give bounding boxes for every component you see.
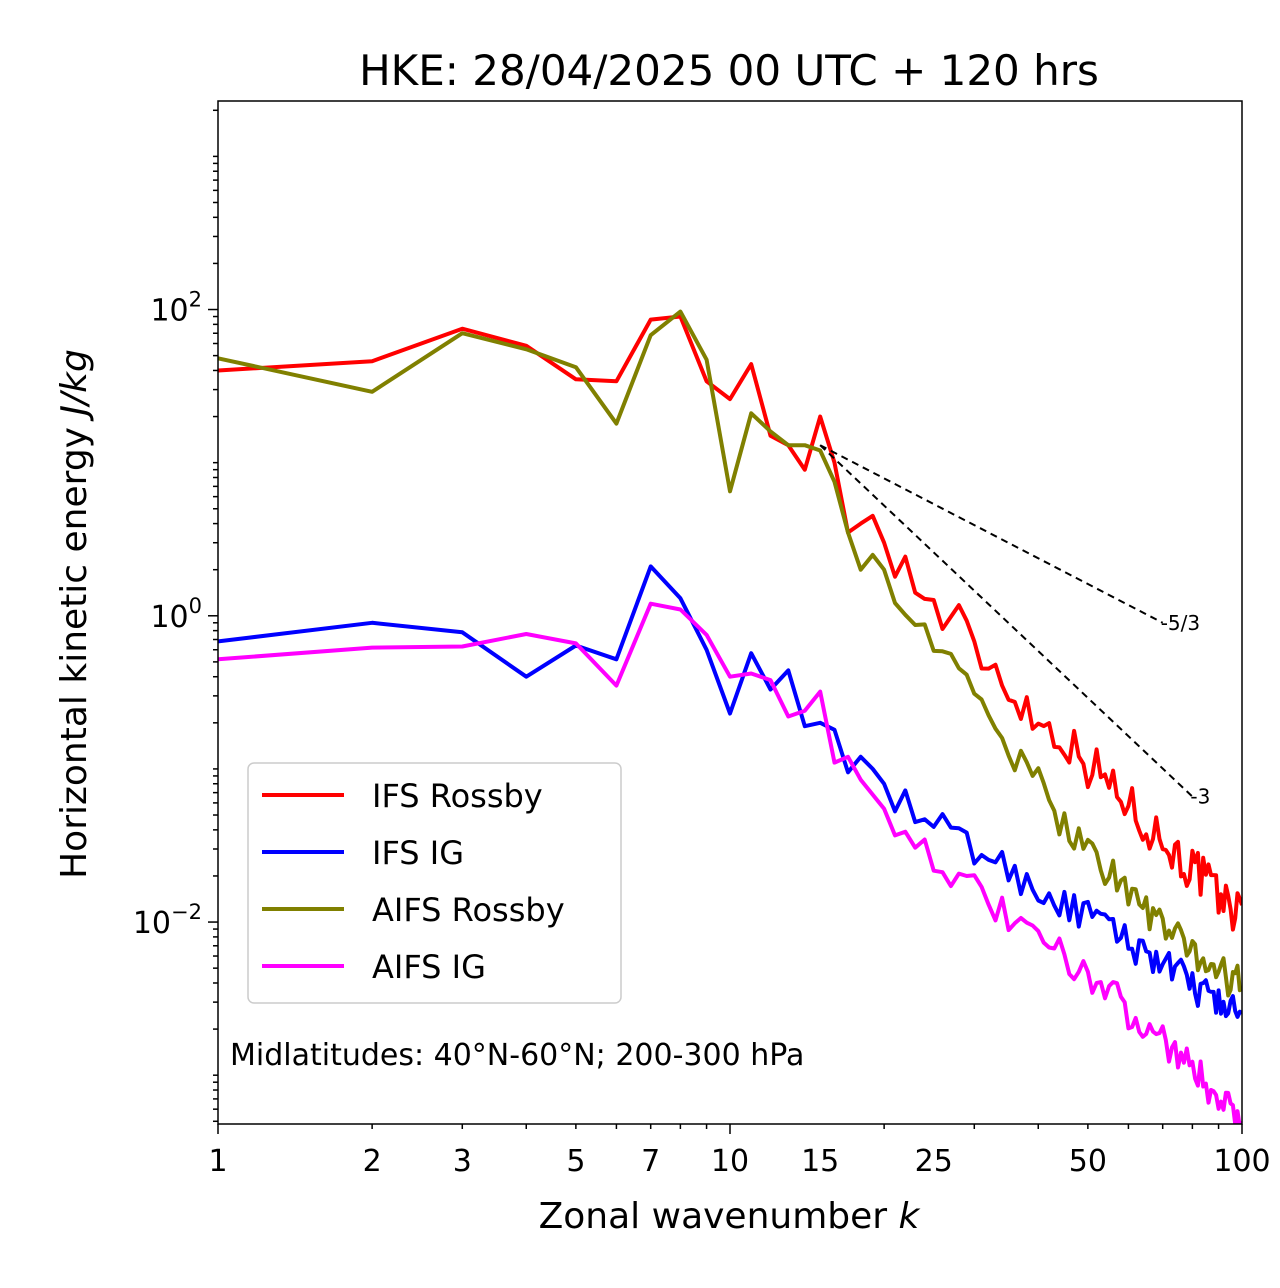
series-line-aifs-ig xyxy=(218,601,1242,1124)
y-tick-label: 102 xyxy=(150,288,202,329)
x-tick-label: 10 xyxy=(711,1144,749,1179)
x-axis-ticks: 1 2 3 5 7 10 15 25 50 100 xyxy=(208,1124,1271,1179)
legend-label-aifs-rossby: AIFS Rossby xyxy=(372,891,565,929)
reference-lines: -5/3 -3 xyxy=(819,444,1210,809)
reference-slope-line-0 xyxy=(819,444,1164,624)
legend-box xyxy=(247,762,622,1004)
chart-title: HKE: 28/04/2025 00 UTC + 120 hrs xyxy=(359,46,1099,95)
series-line-ifs-rossby xyxy=(218,314,1242,932)
reference-slope-label-0: -5/3 xyxy=(1161,611,1200,635)
x-tick-label: 1 xyxy=(208,1144,227,1179)
x-tick-label: 100 xyxy=(1213,1144,1270,1179)
x-axis-label: Zonal wavenumber k xyxy=(539,1196,922,1237)
x-tick-label: 15 xyxy=(801,1144,839,1179)
reference-slope-line-1 xyxy=(819,444,1194,798)
region-annotation: Midlatitudes: 40°N-60°N; 200-300 hPa xyxy=(230,1038,804,1073)
x-tick-label: 50 xyxy=(1069,1144,1107,1179)
legend: IFS Rossby IFS IG AIFS Rossby AIFS IG xyxy=(247,762,622,1004)
plot-series xyxy=(218,309,1242,1124)
y-axis-ticks: 10−2 100 102 xyxy=(133,109,218,1123)
y-tick-label: 100 xyxy=(150,594,202,635)
x-tick-label: 3 xyxy=(453,1144,472,1179)
x-tick-label: 7 xyxy=(641,1144,660,1179)
reference-slope-label-1: -3 xyxy=(1190,785,1210,809)
x-tick-label: 2 xyxy=(363,1144,382,1179)
legend-label-ifs-rossby: IFS Rossby xyxy=(372,777,543,815)
series-line-aifs-rossby xyxy=(218,309,1242,998)
legend-label-aifs-ig: AIFS IG xyxy=(372,948,486,986)
legend-label-ifs-ig: IFS IG xyxy=(372,834,464,872)
x-tick-label: 25 xyxy=(915,1144,953,1179)
y-tick-label: 10−2 xyxy=(133,900,202,941)
x-tick-label: 5 xyxy=(566,1144,585,1179)
y-axis-label: Horizontal kinetic energy J/kg xyxy=(54,349,95,879)
